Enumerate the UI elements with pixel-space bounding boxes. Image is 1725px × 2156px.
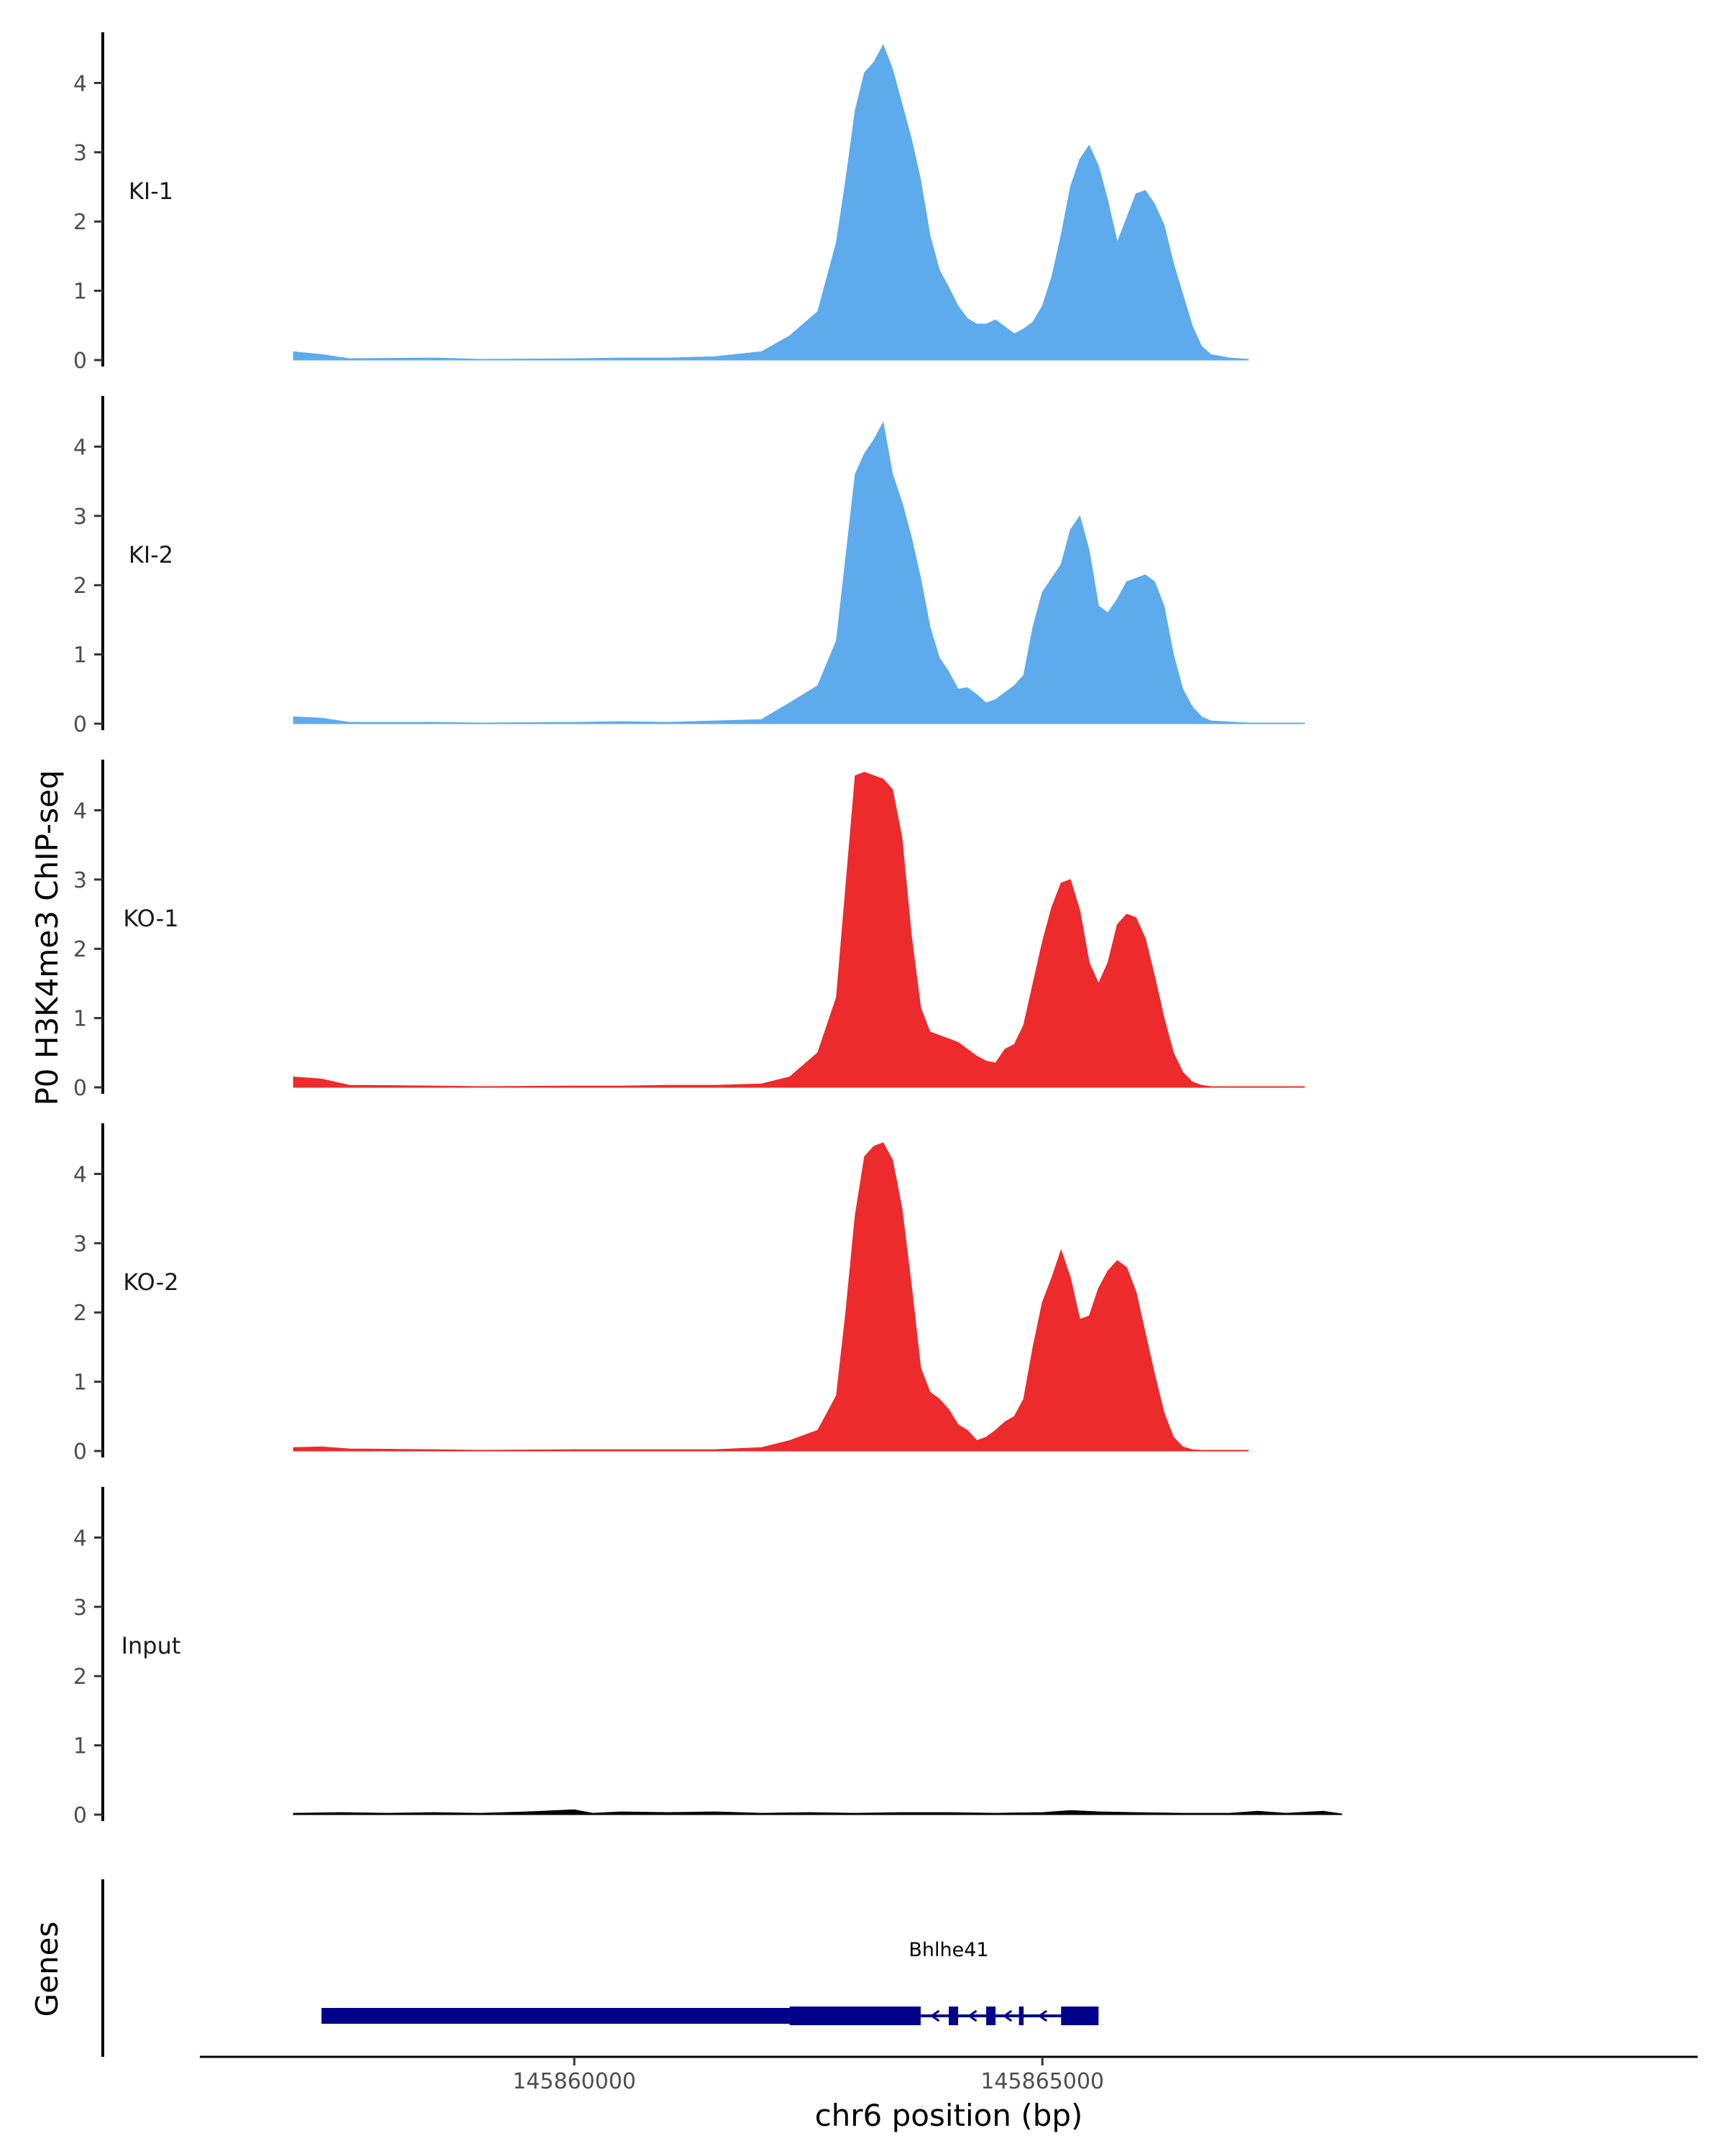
strand-arrow xyxy=(1002,2009,1013,2022)
y-tick-label: 0 xyxy=(73,712,87,737)
y-tick-label: 2 xyxy=(73,1664,87,1690)
track-label-ki-1: KI-1 xyxy=(129,178,173,205)
gene-exon xyxy=(949,2007,959,2025)
y-tick-label: 1 xyxy=(73,280,87,305)
signal-area-ki-1 xyxy=(293,44,1249,361)
y-tick-label: 0 xyxy=(73,1076,87,1101)
genes-axis-title: Genes xyxy=(29,1922,65,2017)
y-tick-label: 4 xyxy=(73,798,87,824)
signal-area-ko-1 xyxy=(293,771,1305,1088)
gene-name-label: Bhlhe41 xyxy=(908,1939,988,1961)
x-tick-label: 145865000 xyxy=(980,2069,1104,2094)
track-label-ko-2: KO-2 xyxy=(123,1268,178,1296)
gene-exon xyxy=(1018,2007,1024,2025)
y-tick-label: 1 xyxy=(73,643,87,668)
signal-tracks: 0 1 2 3 4 KI-1 0 1 2 3 4 KI-2 0 1 2 3 4 KO-1 0 1 2 3 4 KO-2 0 1 2 3… xyxy=(73,32,1343,1828)
y-tick-label: 4 xyxy=(73,71,87,96)
y-axis-title: P0 H3K4me3 ChIP-seq xyxy=(29,770,65,1105)
x-axis-title: chr6 position (bp) xyxy=(815,2098,1083,2133)
strand-arrow xyxy=(967,2009,978,2022)
gene-exon xyxy=(986,2007,996,2025)
y-tick-label: 3 xyxy=(73,141,87,166)
y-tick-label: 1 xyxy=(73,1007,87,1032)
track-label-ki-2: KI-2 xyxy=(129,541,173,568)
y-tick-label: 1 xyxy=(73,1370,87,1396)
y-tick-label: 4 xyxy=(73,1162,87,1187)
y-tick-label: 0 xyxy=(73,349,87,374)
track-ki-2: 0 1 2 3 4 KI-2 xyxy=(73,396,1305,737)
signal-area-input xyxy=(293,1809,1343,1815)
gene-exon xyxy=(789,2007,921,2025)
track-label-input: Input xyxy=(121,1632,181,1659)
y-tick-label: 4 xyxy=(73,1526,87,1551)
y-tick-label: 2 xyxy=(73,210,87,235)
signal-area-ki-2 xyxy=(293,421,1305,724)
track-ki-1: 0 1 2 3 4 KI-1 xyxy=(73,32,1249,374)
track-ko-2: 0 1 2 3 4 KO-2 xyxy=(73,1123,1249,1465)
gene-exon xyxy=(1061,2007,1099,2025)
gene-model xyxy=(321,2007,1099,2025)
track-input: 0 1 2 3 4 Input xyxy=(73,1487,1343,1828)
y-tick-label: 2 xyxy=(73,1301,87,1326)
genes-panel: Genes Bhlhe41 xyxy=(29,1879,1099,2057)
y-tick-label: 0 xyxy=(73,1439,87,1465)
track-ko-1: 0 1 2 3 4 KO-1 xyxy=(73,760,1305,1101)
y-tick-label: 3 xyxy=(73,1595,87,1621)
y-tick-label: 4 xyxy=(73,435,87,460)
strand-arrow xyxy=(929,2009,940,2022)
gene-exon xyxy=(321,2008,790,2024)
strand-arrow xyxy=(1037,2009,1048,2022)
y-tick-label: 3 xyxy=(73,1232,87,1257)
y-tick-label: 0 xyxy=(73,1803,87,1828)
x-axis: chr6 position (bp) 145860000 145865000 xyxy=(200,2055,1698,2133)
y-tick-label: 2 xyxy=(73,937,87,962)
y-tick-label: 3 xyxy=(73,505,87,530)
y-tick-label: 3 xyxy=(73,868,87,893)
y-tick-label: 2 xyxy=(73,573,87,599)
track-label-ko-1: KO-1 xyxy=(123,905,178,932)
y-tick-label: 1 xyxy=(73,1734,87,1759)
x-tick-label: 145860000 xyxy=(512,2069,636,2094)
signal-area-ko-2 xyxy=(293,1142,1249,1452)
